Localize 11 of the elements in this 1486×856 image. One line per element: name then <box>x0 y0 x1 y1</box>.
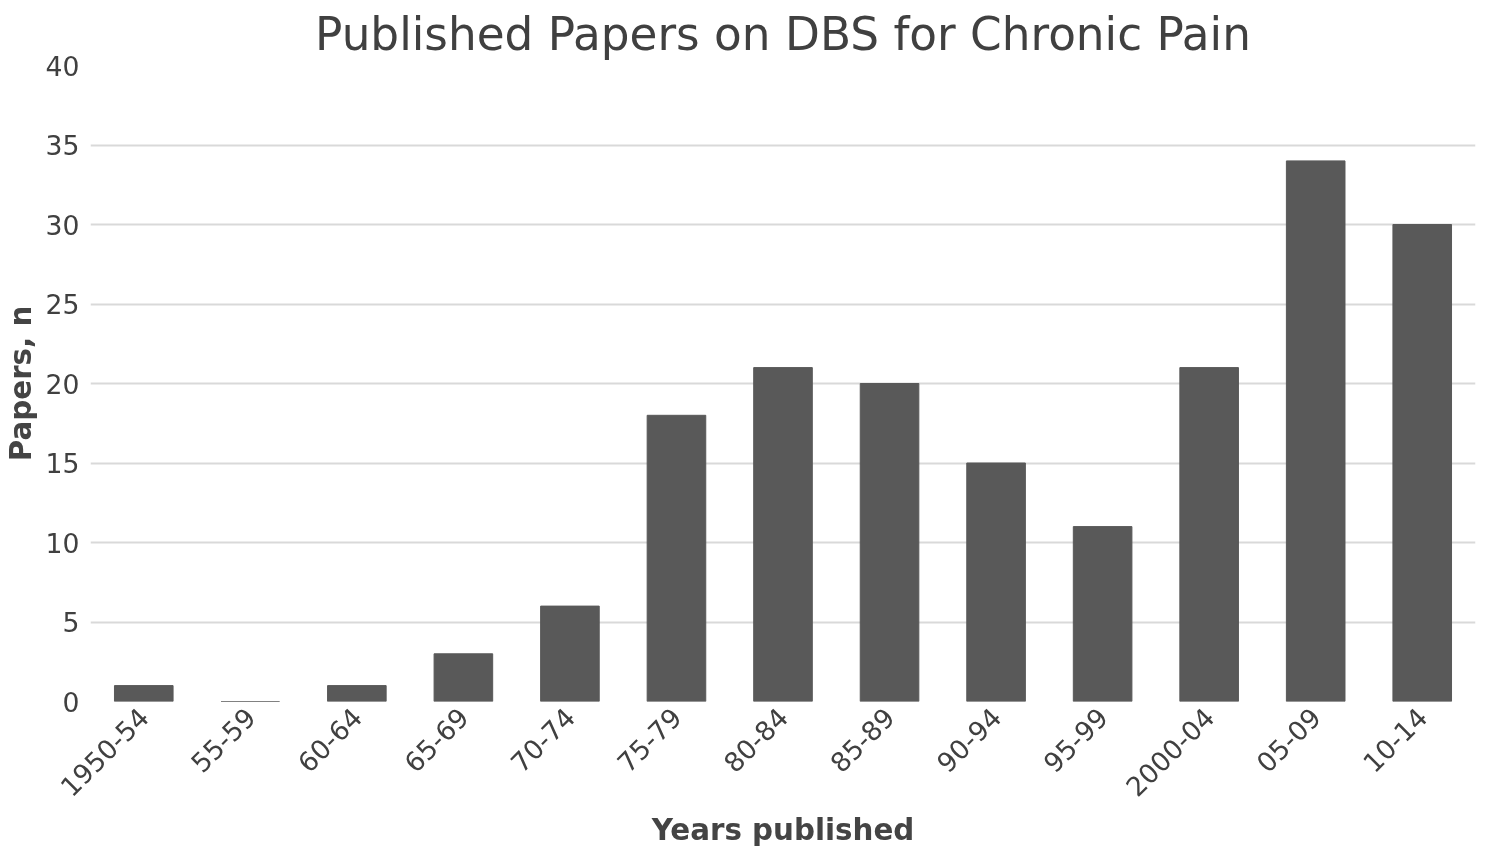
y-tick-label: 30 <box>45 209 80 241</box>
y-tick-label: 40 <box>45 50 80 82</box>
y-tick-label: 25 <box>45 289 80 320</box>
x-axis-title: Years published <box>650 813 915 848</box>
y-tick-label: 20 <box>45 368 80 400</box>
y-axis-title: Papers, n <box>3 305 38 462</box>
y-tick-label: 5 <box>62 607 80 638</box>
y-tick-label: 15 <box>45 448 80 479</box>
y-tick-label: 35 <box>45 130 80 161</box>
y-tick-label: 10 <box>45 527 80 559</box>
chart-title: Published Papers on DBS for Chronic Pain <box>315 7 1251 61</box>
